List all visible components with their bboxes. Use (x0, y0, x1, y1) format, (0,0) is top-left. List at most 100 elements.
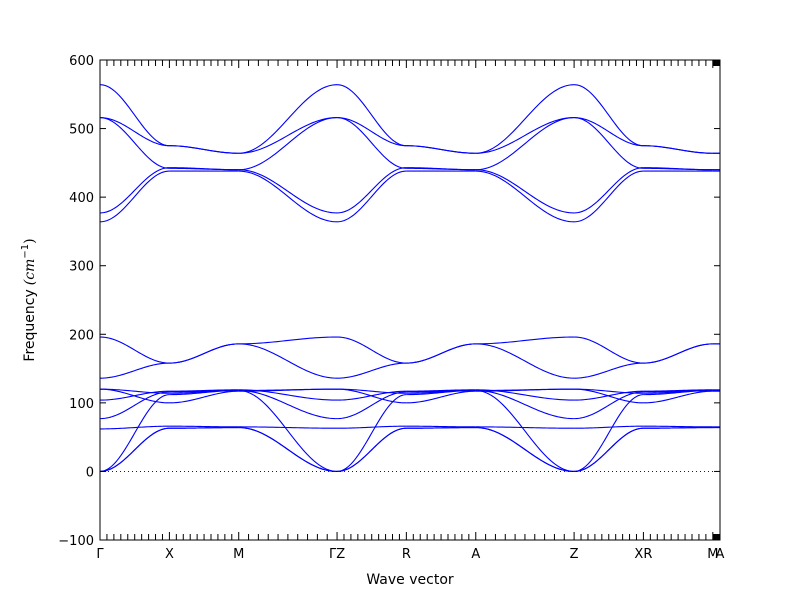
x-tick-label-7: XR (634, 547, 652, 562)
band-line-seg7-b7 (643, 389, 713, 392)
x-tick-label-3: ΓZ (329, 547, 345, 562)
band-line-seg0-b10 (99, 170, 170, 223)
y-tick-label-0: −100 (58, 534, 94, 549)
band-line-seg1-b14 (169, 145, 239, 154)
band-line-seg3-b1 (337, 427, 407, 472)
y-tick-label-5: 400 (69, 191, 94, 206)
x-tick-label-8: M (707, 547, 718, 562)
y-axis: −100 0 100 200 300 400 500 600 (58, 54, 720, 549)
band-line-seg0-b14 (99, 84, 170, 147)
band-line-seg3-b3 (337, 425, 407, 429)
band-line-seg1-b4 (169, 390, 239, 404)
band-line-seg0-b11 (99, 167, 170, 214)
band-line-seg5-b11 (475, 169, 575, 214)
x-tick-label-6: Z (570, 547, 579, 562)
band-line-seg7-b12 (643, 167, 713, 171)
band-line-seg2-b8 (238, 343, 338, 379)
y-axis-label-exponent: −1 (20, 244, 31, 259)
band-line-seg5-b1 (475, 426, 575, 472)
y-tick-label-2: 100 (69, 397, 94, 412)
band-line-seg5-b7 (475, 389, 575, 401)
band-line-seg0-b12 (99, 117, 170, 169)
band-line-seg2-b13 (238, 117, 338, 154)
band-line-seg7-b9 (643, 343, 713, 364)
x-tick-label-0: Γ (96, 547, 104, 562)
band-line-seg3-b9 (337, 336, 407, 364)
band-line-seg3-b7 (337, 390, 407, 401)
band-line-seg2-b14 (238, 84, 338, 154)
plot-frame (99, 59, 721, 541)
band-line-seg7-b3 (643, 425, 713, 428)
band-line-seg5-b10 (475, 170, 575, 223)
band-line-seg6-b5 (574, 388, 644, 394)
band-line-seg5-b9 (475, 336, 575, 345)
band-line-seg5-b8 (475, 343, 575, 379)
band-line-seg0-b13 (99, 117, 170, 147)
band-line-seg3-b12 (337, 117, 407, 169)
x-axis-label: Wave vector (366, 572, 454, 588)
band-line-seg4-b14 (406, 145, 476, 154)
y-axis-label-unit: (cm (22, 259, 38, 286)
band-line-seg0-b6 (99, 391, 170, 420)
band-line-seg5-b14 (475, 84, 575, 154)
band-line-seg3-b2 (337, 394, 407, 472)
band-line-seg2-b2 (238, 389, 338, 472)
band-line-seg5-b13 (475, 117, 575, 154)
band-line-seg6-b12 (574, 117, 644, 169)
band-line-seg2-b12 (238, 117, 338, 171)
x-tick-label-4: R (402, 547, 411, 562)
band-line-seg5-b3 (475, 426, 575, 429)
band-line-seg2-b3 (238, 426, 338, 429)
band-line-seg6-b8 (574, 362, 644, 379)
band-line-seg0-b5 (99, 388, 170, 394)
x-tick-label-9: A (716, 547, 725, 562)
band-line-seg3-b5 (337, 388, 407, 394)
band-line-seg1-b9 (169, 343, 239, 364)
band-line-seg4-b1 (406, 426, 476, 429)
band-line-seg0-b1 (99, 427, 170, 472)
band-line-seg0-b7 (99, 390, 170, 401)
band-line-seg4-b12 (406, 167, 476, 171)
band-line-seg7-b6 (643, 389, 713, 393)
band-line-seg3-b11 (337, 167, 407, 214)
band-line-seg4-b7 (406, 389, 476, 392)
band-line-seg6-b10 (574, 170, 644, 223)
band-line-seg2-b1 (238, 426, 338, 472)
y-axis-label-main: Frequency (22, 289, 38, 361)
y-axis-label-close: ) (22, 238, 38, 243)
band-line-seg1-b1 (169, 426, 239, 429)
band-line-seg0-b2 (99, 394, 170, 472)
band-line-seg1-b3 (169, 425, 239, 428)
band-line-seg4-b4 (406, 390, 476, 404)
band-line-seg3-b14 (337, 84, 407, 147)
band-line-seg2-b9 (238, 336, 338, 345)
band-line-seg4-b3 (406, 425, 476, 428)
band-line-seg4-b9 (406, 343, 476, 364)
y-axis-label: Frequency (cm−1) (20, 238, 38, 361)
band-line-seg6-b2 (574, 394, 644, 472)
band-line-seg2-b10 (238, 170, 338, 223)
band-line-seg3-b10 (337, 170, 407, 223)
band-line-seg7-b1 (643, 426, 713, 429)
band-line-seg3-b6 (337, 391, 407, 420)
band-line-seg2-b11 (238, 169, 338, 214)
band-lines (99, 84, 720, 472)
band-line-seg1-b7 (169, 389, 239, 392)
band-line-seg1-b12 (169, 167, 239, 171)
x-tick-label-1: X (165, 547, 174, 562)
band-line-seg6-b6 (574, 391, 644, 420)
band-line-seg5-b2 (475, 389, 575, 472)
band-line-seg0-b9 (99, 336, 170, 364)
band-line-seg5-b6 (475, 389, 575, 420)
band-line-seg0-b3 (100, 425, 170, 430)
band-line-seg6-b14 (574, 84, 644, 147)
y-tick-label-4: 300 (69, 260, 94, 275)
band-line-seg7-b4 (643, 390, 713, 404)
band-line-seg6-b3 (574, 425, 644, 429)
band-line-seg5-b12 (475, 117, 575, 171)
y-tick-label-6: 500 (69, 123, 94, 138)
x-tick-label-2: M (233, 547, 244, 562)
band-line-seg6-b11 (574, 167, 644, 214)
band-line-seg7-b14 (643, 145, 713, 154)
